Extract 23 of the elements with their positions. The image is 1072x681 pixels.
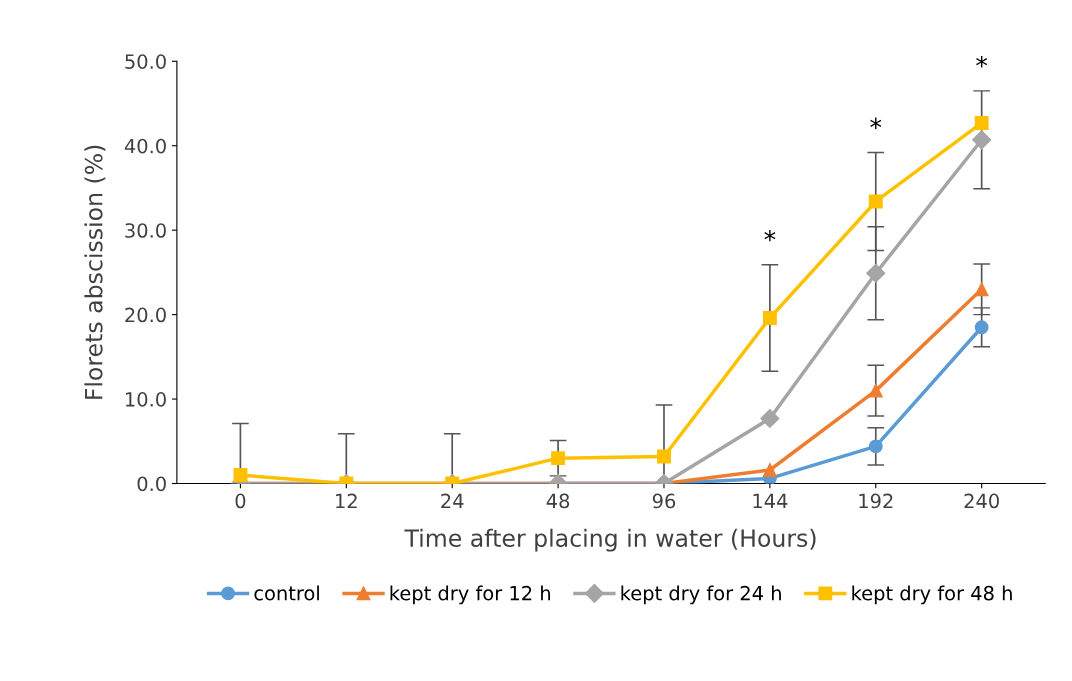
annotation: * [976,55,988,68]
y-tick-label: 30.0 [125,223,166,238]
x-tick-label: 144 [753,493,788,509]
y-tick-label: 10.0 [126,392,166,407]
x-tick-label: 24 [441,493,464,509]
annotation: * [764,229,776,242]
legend-label: kept dry for 48 h [852,585,1012,605]
legend-label: control [254,585,319,601]
legend-label: kept dry for 12 h [390,585,550,605]
x-axis-title: Time after placing in water (Hours) [404,528,816,552]
y-tick-label: 50.0 [125,54,166,69]
x-tick-label: 12 [336,493,357,509]
y-tick-label: 40.0 [124,138,166,154]
y-tick-label: 20.0 [125,307,166,323]
x-tick-label: 96 [652,493,676,509]
x-tick-label: 0 [235,493,246,509]
x-tick-label: 240 [964,493,999,509]
y-tick-label: 0.0 [137,476,166,492]
legend-label: kept dry for 24 h [621,585,781,605]
annotation: * [870,117,882,130]
y-axis-title: Florets abscission (%) [84,145,106,399]
x-tick-label: 192 [859,493,893,509]
x-tick-label: 48 [546,493,570,509]
